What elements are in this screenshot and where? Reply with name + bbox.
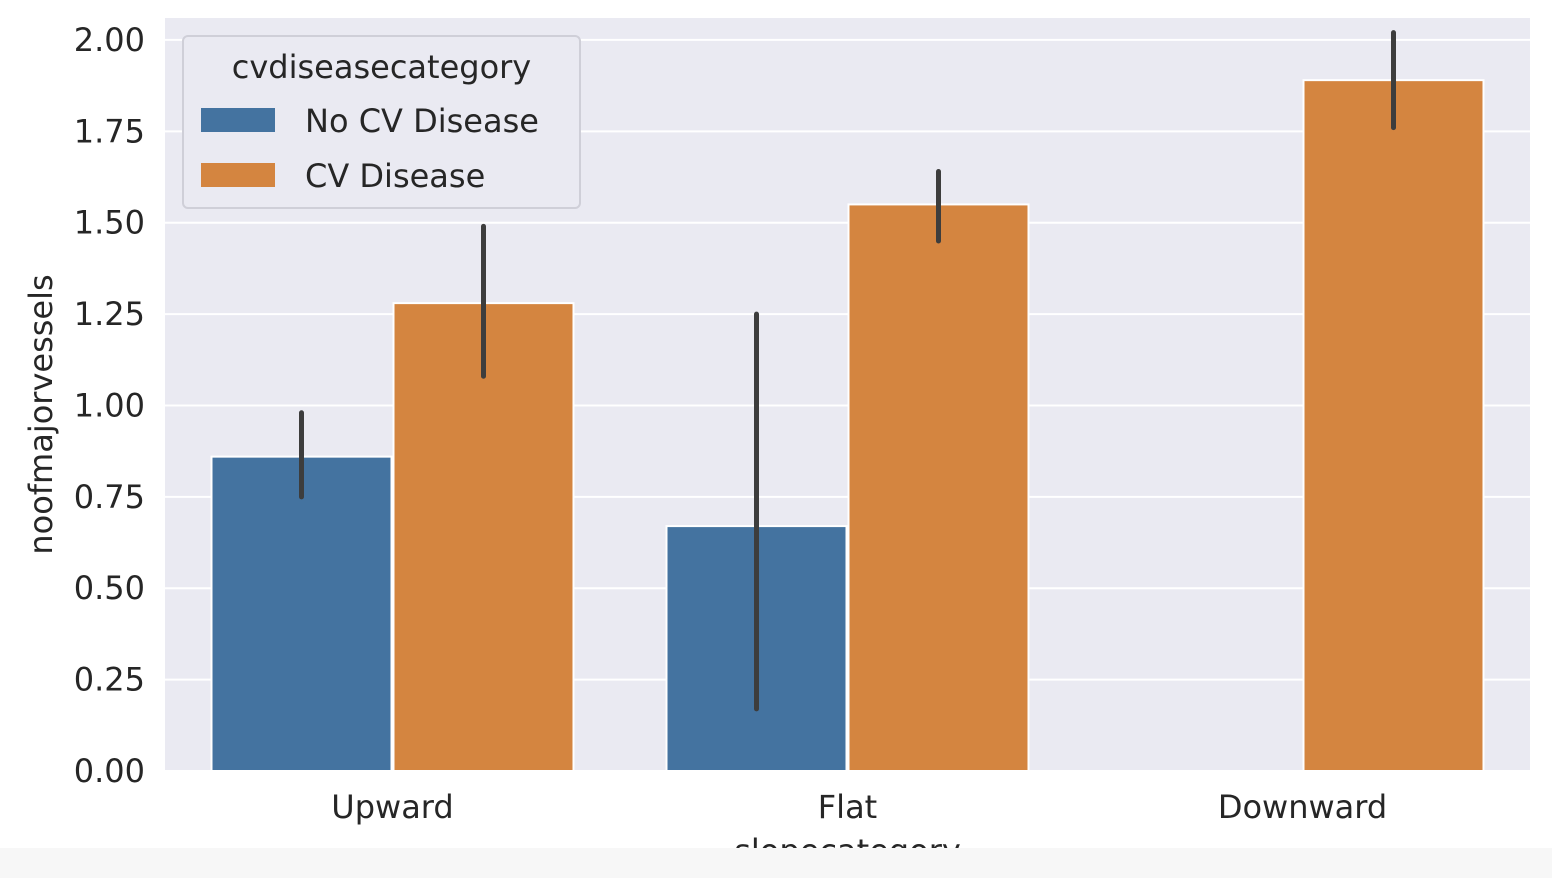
- bar: [210, 455, 393, 772]
- y-tick-label: 1.25: [74, 295, 145, 333]
- x-tick-label: Upward: [331, 788, 453, 826]
- bar: [392, 302, 575, 772]
- y-tick-label: 1.00: [74, 386, 145, 424]
- y-tick-label: 1.75: [74, 112, 145, 150]
- legend-swatch: [201, 163, 275, 187]
- y-tick-label: 0.50: [74, 569, 145, 607]
- x-axis-ticks: Upward Flat Downward: [331, 788, 1387, 826]
- legend-title: cvdiseasecategory: [232, 48, 531, 86]
- error-bars: [299, 30, 1396, 712]
- legend-entry-label: CV Disease: [305, 157, 485, 195]
- y-tick-label: 0.75: [74, 478, 145, 516]
- y-tick-label: 0.25: [74, 661, 145, 699]
- y-tick-label: 1.50: [74, 204, 145, 242]
- y-axis-ticks: 0.00 0.25 0.50 0.75 1.00 1.25 1.50 1.75 2.00: [74, 21, 145, 790]
- legend: cvdiseasecategory No CV Disease CV Diseas…: [182, 35, 581, 209]
- y-tick-label: 2.00: [74, 21, 145, 59]
- legend-entries: No CV Disease CV Disease: [201, 102, 539, 195]
- bar: [1302, 79, 1485, 773]
- legend-entry-label: No CV Disease: [305, 102, 539, 140]
- y-tick-label: 0.00: [74, 752, 145, 790]
- legend-box: [182, 35, 581, 209]
- bottom-strip: [0, 848, 1552, 878]
- legend-swatch: [201, 108, 275, 132]
- x-tick-label: Downward: [1218, 788, 1387, 826]
- x-tick-label: Flat: [818, 788, 877, 826]
- bar: [847, 203, 1030, 773]
- y-axis-label: noofmajorvessels: [22, 274, 60, 554]
